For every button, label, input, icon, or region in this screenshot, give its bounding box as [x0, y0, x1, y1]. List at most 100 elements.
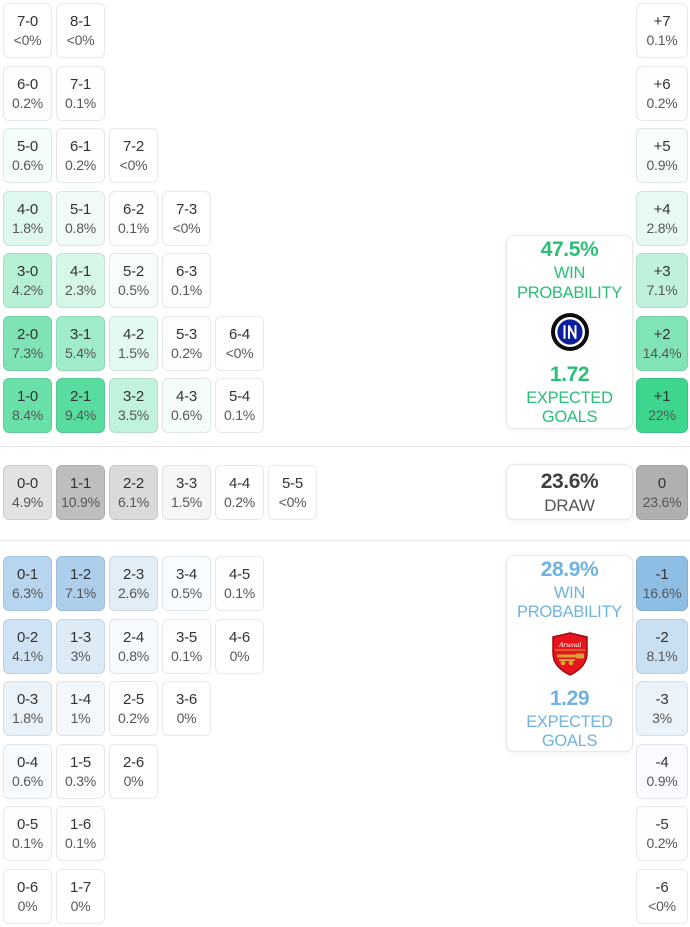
- cell-score: 2-5: [122, 690, 145, 708]
- draw-probability-value: 23.6%: [540, 470, 599, 493]
- cell-score: 0-1: [16, 565, 39, 583]
- home-win-label-line1: WIN: [553, 264, 586, 283]
- cell-probability: 0.1%: [170, 282, 203, 299]
- cell-probability: 22%: [648, 407, 676, 424]
- goal-diff-cell-0: 0 23.6%: [636, 465, 688, 520]
- cell-score: 1-7: [69, 878, 92, 896]
- score-cell-4-2: 4-2 1.5%: [109, 316, 158, 371]
- home-goals-label-line2: GOALS: [541, 408, 598, 427]
- cell-score: 5-3: [175, 325, 198, 343]
- score-cell-7-3: 7-3 <0%: [162, 191, 211, 246]
- cell-probability: 0.2%: [11, 95, 44, 112]
- cell-probability: 0.1%: [64, 835, 97, 852]
- cell-probability: 0.9%: [646, 773, 678, 790]
- cell-probability: 0.8%: [64, 220, 97, 237]
- cell-probability: 0.1%: [223, 407, 256, 424]
- cell-probability: 14.4%: [642, 345, 682, 362]
- score-cell-2-1: 2-1 9.4%: [56, 378, 105, 433]
- score-cell-5-1: 5-1 0.8%: [56, 191, 105, 246]
- section-divider-top: [0, 446, 690, 447]
- draw-probability-card: 23.6% DRAW: [506, 464, 633, 520]
- cell-score: 1-6: [69, 815, 92, 833]
- cell-probability: 0.2%: [646, 95, 678, 112]
- cell-score: 8-1: [69, 12, 92, 30]
- goal-diff-cell--6: -6 <0%: [636, 869, 688, 924]
- cell-score: 7-3: [175, 200, 198, 218]
- cell-score: 4-5: [228, 565, 251, 583]
- score-cell-7-1: 7-1 0.1%: [56, 66, 105, 121]
- cell-probability: 0.2%: [646, 835, 678, 852]
- cell-probability: 0.5%: [117, 282, 150, 299]
- cell-score: 3-0: [16, 262, 39, 280]
- home-win-probability-card: 47.5% WIN PROBABILITY 1.72 EXPECTED GOAL…: [506, 235, 633, 429]
- cell-score: 1-0: [16, 387, 39, 405]
- cell-score: 0-3: [16, 690, 39, 708]
- cell-probability: 0.1%: [11, 835, 44, 852]
- home-goals-label-line1: EXPECTED: [526, 389, 613, 407]
- cell-probability: 1.8%: [11, 710, 44, 727]
- score-cell-4-0: 4-0 1.8%: [3, 191, 52, 246]
- score-cell-2-3: 2-3 2.6%: [109, 556, 158, 611]
- score-cell-2-6: 2-6 0%: [109, 744, 158, 799]
- cell-probability: <0%: [119, 157, 148, 174]
- cell-probability: 6.3%: [11, 585, 44, 602]
- cell-score: 4-6: [228, 628, 251, 646]
- cell-probability: 4.2%: [11, 282, 44, 299]
- score-cell-1-6: 1-6 0.1%: [56, 806, 105, 861]
- score-cell-3-4: 3-4 0.5%: [162, 556, 211, 611]
- cell-probability: 7.3%: [11, 345, 44, 362]
- score-cell-4-6: 4-6 0%: [215, 619, 264, 674]
- cell-score: 6-4: [228, 325, 251, 343]
- cell-score: 1-1: [69, 474, 92, 492]
- score-cell-0-3: 0-3 1.8%: [3, 681, 52, 736]
- score-cell-3-6: 3-6 0%: [162, 681, 211, 736]
- cell-score: 1-3: [69, 628, 92, 646]
- cell-score: 1-4: [69, 690, 92, 708]
- cell-probability: 23.6%: [642, 494, 682, 511]
- cell-probability: 5.4%: [64, 345, 97, 362]
- cell-score: 0-2: [16, 628, 39, 646]
- cell-score: 0-0: [16, 474, 39, 492]
- score-cell-0-6: 0-6 0%: [3, 869, 52, 924]
- score-cell-4-3: 4-3 0.6%: [162, 378, 211, 433]
- away-expected-goals-label: EXPECTED GOALS: [526, 713, 613, 752]
- cell-score: 3-2: [122, 387, 145, 405]
- cell-score: 4-1: [69, 262, 92, 280]
- home-win-label-line2: PROBABILITY: [517, 283, 622, 302]
- cell-score: +7: [653, 12, 671, 30]
- score-cell-7-2: 7-2 <0%: [109, 128, 158, 183]
- cell-probability: <0%: [225, 345, 254, 362]
- goal-diff-cell--5: -5 0.2%: [636, 806, 688, 861]
- goal-diff-cell--2: -2 8.1%: [636, 619, 688, 674]
- cell-score: 0-6: [16, 878, 39, 896]
- score-cell-1-1: 1-1 10.9%: [56, 465, 105, 520]
- goal-diff-cell-+2: +2 14.4%: [636, 316, 688, 371]
- cell-score: -4: [655, 753, 669, 771]
- cell-score: 4-4: [228, 474, 251, 492]
- goal-diff-cell-+5: +5 0.9%: [636, 128, 688, 183]
- cell-probability: <0%: [13, 32, 42, 49]
- cell-score: 6-3: [175, 262, 198, 280]
- cell-probability: <0%: [278, 494, 307, 511]
- score-cell-6-3: 6-3 0.1%: [162, 253, 211, 308]
- away-expected-goals-value: 1.29: [549, 686, 590, 710]
- cell-score: 1-5: [69, 753, 92, 771]
- cell-score: 3-3: [175, 474, 198, 492]
- cell-score: 2-4: [122, 628, 145, 646]
- cell-score: +1: [653, 387, 671, 405]
- score-cell-3-3: 3-3 1.5%: [162, 465, 211, 520]
- away-win-probability-card: 28.9% WIN PROBABILITY Arsenal 1.29 EXPEC: [506, 555, 633, 752]
- score-cell-1-3: 1-3 3%: [56, 619, 105, 674]
- cell-probability: 0.6%: [170, 407, 203, 424]
- score-cell-4-4: 4-4 0.2%: [215, 465, 264, 520]
- score-cell-5-2: 5-2 0.5%: [109, 253, 158, 308]
- cell-probability: 8.1%: [646, 648, 678, 665]
- score-cell-6-0: 6-0 0.2%: [3, 66, 52, 121]
- cell-score: 1-2: [69, 565, 92, 583]
- score-cell-2-2: 2-2 6.1%: [109, 465, 158, 520]
- away-goals-label-line2: GOALS: [541, 731, 598, 750]
- cell-probability: 16.6%: [642, 585, 682, 602]
- arsenal-logo-icon: Arsenal: [551, 631, 588, 676]
- cell-probability: 9.4%: [64, 407, 97, 424]
- away-goals-label-line1: EXPECTED: [526, 712, 613, 731]
